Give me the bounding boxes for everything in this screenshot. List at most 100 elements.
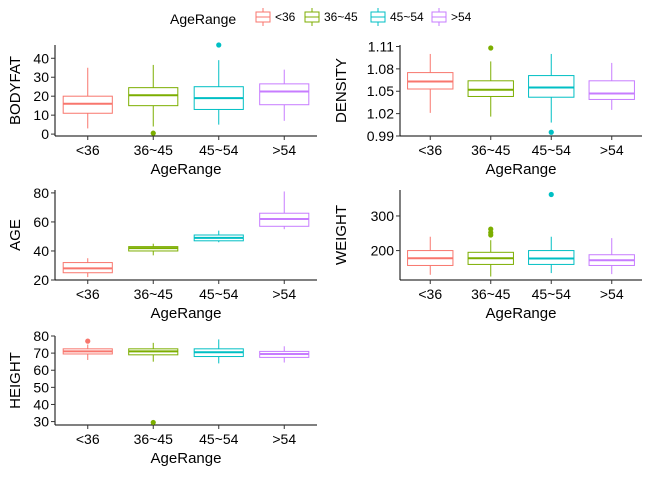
y-tick-label: 40 bbox=[33, 396, 49, 412]
legend-item: <36 bbox=[255, 8, 296, 26]
x-axis-title: AgeRange bbox=[486, 161, 557, 178]
x-axis-title: AgeRange bbox=[151, 450, 222, 467]
legend-key bbox=[304, 8, 320, 26]
x-tick-label: >54 bbox=[272, 431, 296, 447]
y-tick-label: 1.11 bbox=[368, 38, 394, 54]
box-<36 bbox=[62, 258, 113, 278]
y-tick-label: 50 bbox=[33, 379, 49, 395]
y-axis-title: WEIGHT bbox=[333, 205, 350, 265]
box-<36 bbox=[407, 236, 454, 275]
y-tick-label: 80 bbox=[33, 328, 49, 344]
x-tick-label: 36~45 bbox=[471, 142, 511, 158]
box-36~45 bbox=[128, 342, 179, 426]
y-tick-label: 10 bbox=[33, 107, 49, 123]
box-36~45 bbox=[128, 243, 179, 256]
legend-title: AgeRange bbox=[170, 11, 236, 27]
outlier-point bbox=[548, 129, 554, 135]
panel-bodyfat: 0 10 20 30 40 <36 36~45 45~54 >54 AgeRange BODYFAT bbox=[7, 42, 317, 178]
outlier-point bbox=[150, 130, 156, 136]
x-tick-label: >54 bbox=[600, 286, 624, 302]
x-tick-label: >54 bbox=[272, 286, 296, 302]
box-<36 bbox=[407, 53, 454, 113]
box->54 bbox=[588, 62, 635, 110]
box-45~54 bbox=[528, 53, 575, 135]
box-45~54 bbox=[193, 230, 244, 243]
x-tick-label: 36~45 bbox=[134, 286, 174, 302]
y-tick-label: 0 bbox=[41, 126, 49, 142]
iqr-box bbox=[467, 80, 514, 97]
outlier-point bbox=[85, 338, 91, 344]
y-tick-label: 70 bbox=[33, 345, 49, 361]
x-axis-title: AgeRange bbox=[151, 305, 222, 322]
y-tick-label: 40 bbox=[33, 50, 49, 66]
outlier-point bbox=[488, 226, 494, 232]
y-tick-label: 1.02 bbox=[367, 106, 394, 122]
legend-item: 45~54 bbox=[370, 8, 424, 26]
box->54 bbox=[259, 346, 310, 363]
panel-weight: 200 300 <36 36~45 45~54 >54 AgeRange WEIGHT bbox=[333, 190, 642, 322]
x-tick-label: <36 bbox=[76, 286, 100, 302]
legend-key bbox=[370, 8, 386, 26]
x-tick-label: 45~54 bbox=[532, 142, 572, 158]
iqr-box bbox=[528, 75, 575, 98]
outlier-point bbox=[216, 42, 222, 48]
y-tick-label: 30 bbox=[33, 414, 49, 430]
outlier-point bbox=[548, 191, 554, 198]
x-tick-label: >54 bbox=[272, 142, 296, 158]
x-tick-label: <36 bbox=[76, 431, 100, 447]
y-tick-label: 1.05 bbox=[367, 83, 394, 99]
x-tick-label: 45~54 bbox=[199, 142, 239, 158]
box-45~54 bbox=[528, 191, 575, 274]
box-45~54 bbox=[193, 42, 244, 125]
outlier-point bbox=[150, 419, 156, 426]
x-tick-label: 45~54 bbox=[199, 431, 239, 447]
y-tick-label: 30 bbox=[33, 69, 49, 85]
legend-label: <36 bbox=[275, 10, 296, 24]
legend-label: 36~45 bbox=[324, 10, 358, 24]
x-tick-label: >54 bbox=[600, 142, 624, 158]
legend-label: >54 bbox=[451, 10, 472, 24]
x-tick-label: 36~45 bbox=[134, 431, 174, 447]
box->54 bbox=[588, 238, 635, 275]
outlier-point bbox=[488, 45, 494, 51]
panel-age: 20 40 60 80 <36 36~45 45~54 >54 AgeRange AGE bbox=[7, 185, 317, 322]
box-<36 bbox=[62, 338, 113, 360]
y-tick-label: 1.08 bbox=[367, 61, 394, 77]
x-axis-title: AgeRange bbox=[151, 161, 222, 178]
y-tick-label: 200 bbox=[371, 243, 395, 259]
iqr-box bbox=[259, 83, 310, 106]
y-tick-label: 60 bbox=[33, 362, 49, 378]
legend-item: >54 bbox=[431, 8, 472, 26]
x-tick-label: 36~45 bbox=[134, 142, 174, 158]
box->54 bbox=[259, 191, 310, 230]
y-tick-label: 20 bbox=[33, 88, 49, 104]
legend-key bbox=[255, 8, 271, 26]
y-tick-label: 20 bbox=[33, 272, 49, 288]
box-36~45 bbox=[128, 64, 179, 136]
legend: AgeRange <36 36~45 45~54 >54 bbox=[170, 8, 472, 27]
iqr-box bbox=[128, 87, 179, 107]
y-axis-title: DENSITY bbox=[333, 58, 350, 123]
panel-density: 0.99 1.02 1.05 1.08 1.11 <36 36~45 45~54 >54 AgeR… bbox=[333, 38, 642, 178]
box-36~45 bbox=[467, 45, 514, 117]
legend-item: 36~45 bbox=[304, 8, 358, 26]
x-tick-label: <36 bbox=[76, 142, 100, 158]
x-tick-label: <36 bbox=[418, 286, 442, 302]
legend-key bbox=[431, 8, 447, 26]
iqr-box bbox=[528, 250, 575, 265]
x-tick-label: <36 bbox=[418, 142, 442, 158]
iqr-box bbox=[588, 80, 635, 100]
box-<36 bbox=[62, 67, 113, 129]
x-tick-label: 45~54 bbox=[199, 286, 239, 302]
x-axis-title: AgeRange bbox=[486, 305, 557, 322]
y-tick-label: 300 bbox=[371, 208, 395, 224]
x-tick-label: 36~45 bbox=[471, 286, 511, 302]
x-tick-label: 45~54 bbox=[532, 286, 572, 302]
y-axis-title: HEIGHT bbox=[7, 352, 24, 409]
y-tick-label: 60 bbox=[33, 214, 49, 230]
y-axis-title: AGE bbox=[7, 219, 24, 251]
y-axis-title: BODYFAT bbox=[7, 56, 24, 125]
y-tick-label: 80 bbox=[33, 185, 49, 201]
